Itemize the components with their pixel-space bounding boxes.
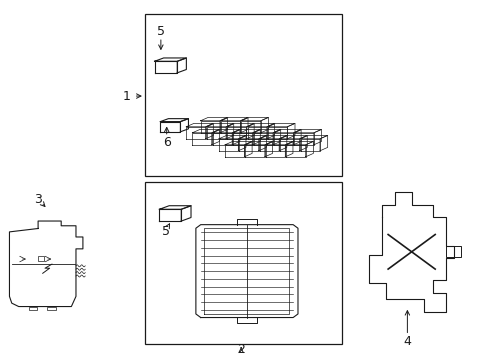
- Text: 2: 2: [237, 343, 244, 356]
- Text: 6: 6: [163, 136, 170, 149]
- Bar: [38, 256, 43, 261]
- Bar: [47, 307, 56, 310]
- Text: 1: 1: [122, 90, 130, 103]
- Text: 3: 3: [34, 193, 41, 206]
- Bar: [29, 307, 37, 310]
- Text: 5: 5: [162, 225, 169, 238]
- Text: 5: 5: [157, 25, 164, 38]
- Bar: [445, 247, 460, 257]
- Bar: [144, 182, 341, 344]
- Text: 4: 4: [403, 335, 410, 348]
- Bar: [144, 14, 341, 176]
